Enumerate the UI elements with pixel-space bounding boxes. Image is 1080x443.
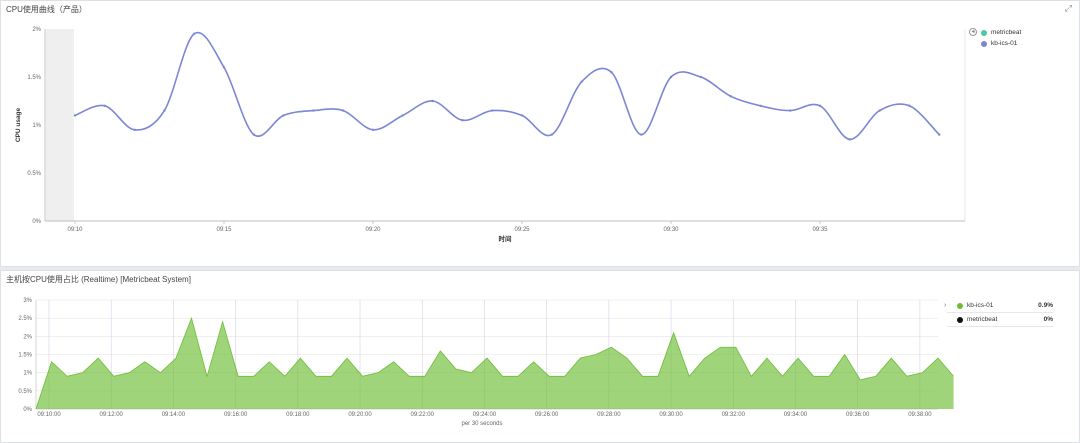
data-point	[848, 138, 851, 141]
y-tick-label: 1.5%	[18, 353, 32, 359]
data-point	[789, 109, 792, 112]
data-point	[938, 133, 941, 136]
data-point	[103, 104, 107, 108]
x-tick-label: 09:16:00	[224, 412, 248, 418]
x-tick-label: 09:38:00	[908, 412, 932, 418]
data-point	[312, 109, 315, 112]
y-tick-label: 1%	[23, 371, 32, 377]
y-tick-label: 0.5%	[27, 171, 41, 177]
x-tick-label: 09:28:00	[597, 412, 621, 418]
y-tick-label: 0.5%	[18, 389, 32, 395]
cpu-curve-panel: CPU使用曲线（产品） ⤢	[0, 0, 1080, 267]
legend-item-metricbeat[interactable]: metricbeat 0%	[947, 313, 1053, 327]
x-tick-label: 09:36:00	[846, 412, 870, 418]
x-axis-title: 时间	[499, 234, 513, 243]
x-tick-label: 09:25	[514, 227, 530, 233]
data-point	[401, 114, 404, 117]
x-tick-label: 09:15	[216, 227, 232, 233]
data-point	[610, 71, 613, 74]
data-point	[550, 133, 553, 136]
chevron-right-icon[interactable]: ›	[944, 302, 947, 309]
data-point	[342, 109, 345, 112]
legend-value: 0.9%	[1038, 302, 1053, 309]
expand-icon[interactable]: ⤢	[1064, 3, 1072, 13]
legend-label: metricbeat	[967, 316, 998, 323]
y-tick-label: 1.5%	[27, 75, 41, 81]
x-tick-label: 09:22:00	[411, 412, 435, 418]
data-point	[431, 99, 434, 103]
x-axis-title: per 30 seconds	[461, 421, 502, 427]
legend-dot-icon	[981, 40, 987, 47]
data-point	[371, 128, 375, 131]
x-tick-label: 09:10:00	[37, 412, 61, 418]
legend-label: metricbeat	[991, 29, 1022, 36]
data-point	[491, 109, 494, 112]
legend-item-kb-ics-01[interactable]: kb-ics-01 0.9%	[947, 299, 1053, 313]
legend-top: metricbeat kb-ics-01	[981, 27, 1021, 49]
y-tick-label: 1%	[32, 123, 41, 129]
legend-bottom: › kb-ics-01 0.9% metricbeat 0%	[944, 299, 1053, 327]
data-point	[461, 119, 464, 122]
data-point	[163, 109, 166, 112]
x-tick-label: 09:18:00	[286, 412, 310, 418]
x-tick-label: 09:30	[663, 227, 679, 233]
x-tick-label: 09:12:00	[100, 412, 124, 418]
data-point	[729, 95, 732, 98]
data-point	[640, 133, 643, 136]
x-tick-label: 09:14:00	[162, 412, 186, 418]
x-tick-label: 09:35	[812, 227, 828, 233]
data-point	[193, 32, 196, 35]
data-point	[878, 109, 881, 112]
y-axis-title: CPU usage	[15, 107, 22, 142]
data-point	[73, 114, 77, 117]
data-point	[252, 133, 255, 136]
data-point	[699, 75, 702, 79]
data-point	[222, 66, 226, 69]
x-tick-label: 09:24:00	[473, 412, 497, 418]
data-point	[580, 80, 583, 84]
data-point	[818, 104, 822, 108]
data-point	[520, 114, 524, 117]
x-tick-label: 09:34:00	[784, 412, 808, 418]
legend-value: 0%	[1043, 316, 1053, 323]
y-tick-label: 0%	[32, 219, 41, 225]
data-point	[759, 104, 762, 108]
selection-band	[46, 29, 74, 221]
legend-item-kb-ics-01[interactable]: kb-ics-01	[981, 38, 1021, 49]
data-point	[133, 128, 136, 131]
y-tick-label: 2%	[23, 334, 32, 340]
y-tick-label: 2%	[32, 27, 41, 33]
x-tick-label: 09:32:00	[722, 412, 746, 418]
cpu-line-chart: 0% 0.5% 1% 1.5% 2% 09:10 09:15 09:20 09:25 09:30 0…	[15, 27, 966, 243]
panel-title: 主机按CPU使用占比 (Realtime) [Metricbeat System…	[6, 275, 191, 284]
legend-label: kb-ics-01	[991, 40, 1018, 47]
legend-dot-icon	[957, 302, 963, 309]
x-tick-label: 09:20	[365, 227, 381, 233]
x-tick-label: 09:10	[67, 227, 83, 233]
series-area	[36, 318, 954, 409]
x-tick-label: 09:30:00	[659, 412, 683, 418]
legend-item-metricbeat[interactable]: metricbeat	[981, 27, 1021, 38]
y-tick-label: 3%	[23, 298, 32, 304]
legend-label: kb-ics-01	[967, 302, 994, 309]
x-tick-label: 09:26:00	[535, 412, 559, 418]
legend-dot-icon	[957, 316, 963, 323]
data-point	[669, 75, 673, 79]
series-line	[35, 316, 954, 410]
x-tick-label: 09:20:00	[348, 412, 372, 418]
legend-dot-icon	[981, 29, 987, 36]
panel-title: CPU使用曲线（产品）	[6, 5, 87, 14]
y-tick-label: 2.5%	[18, 316, 32, 322]
legend-toggle-icon[interactable]: ◂	[969, 28, 977, 36]
data-point	[908, 104, 911, 108]
data-point	[282, 114, 285, 117]
y-tick-label: 0%	[23, 407, 32, 413]
